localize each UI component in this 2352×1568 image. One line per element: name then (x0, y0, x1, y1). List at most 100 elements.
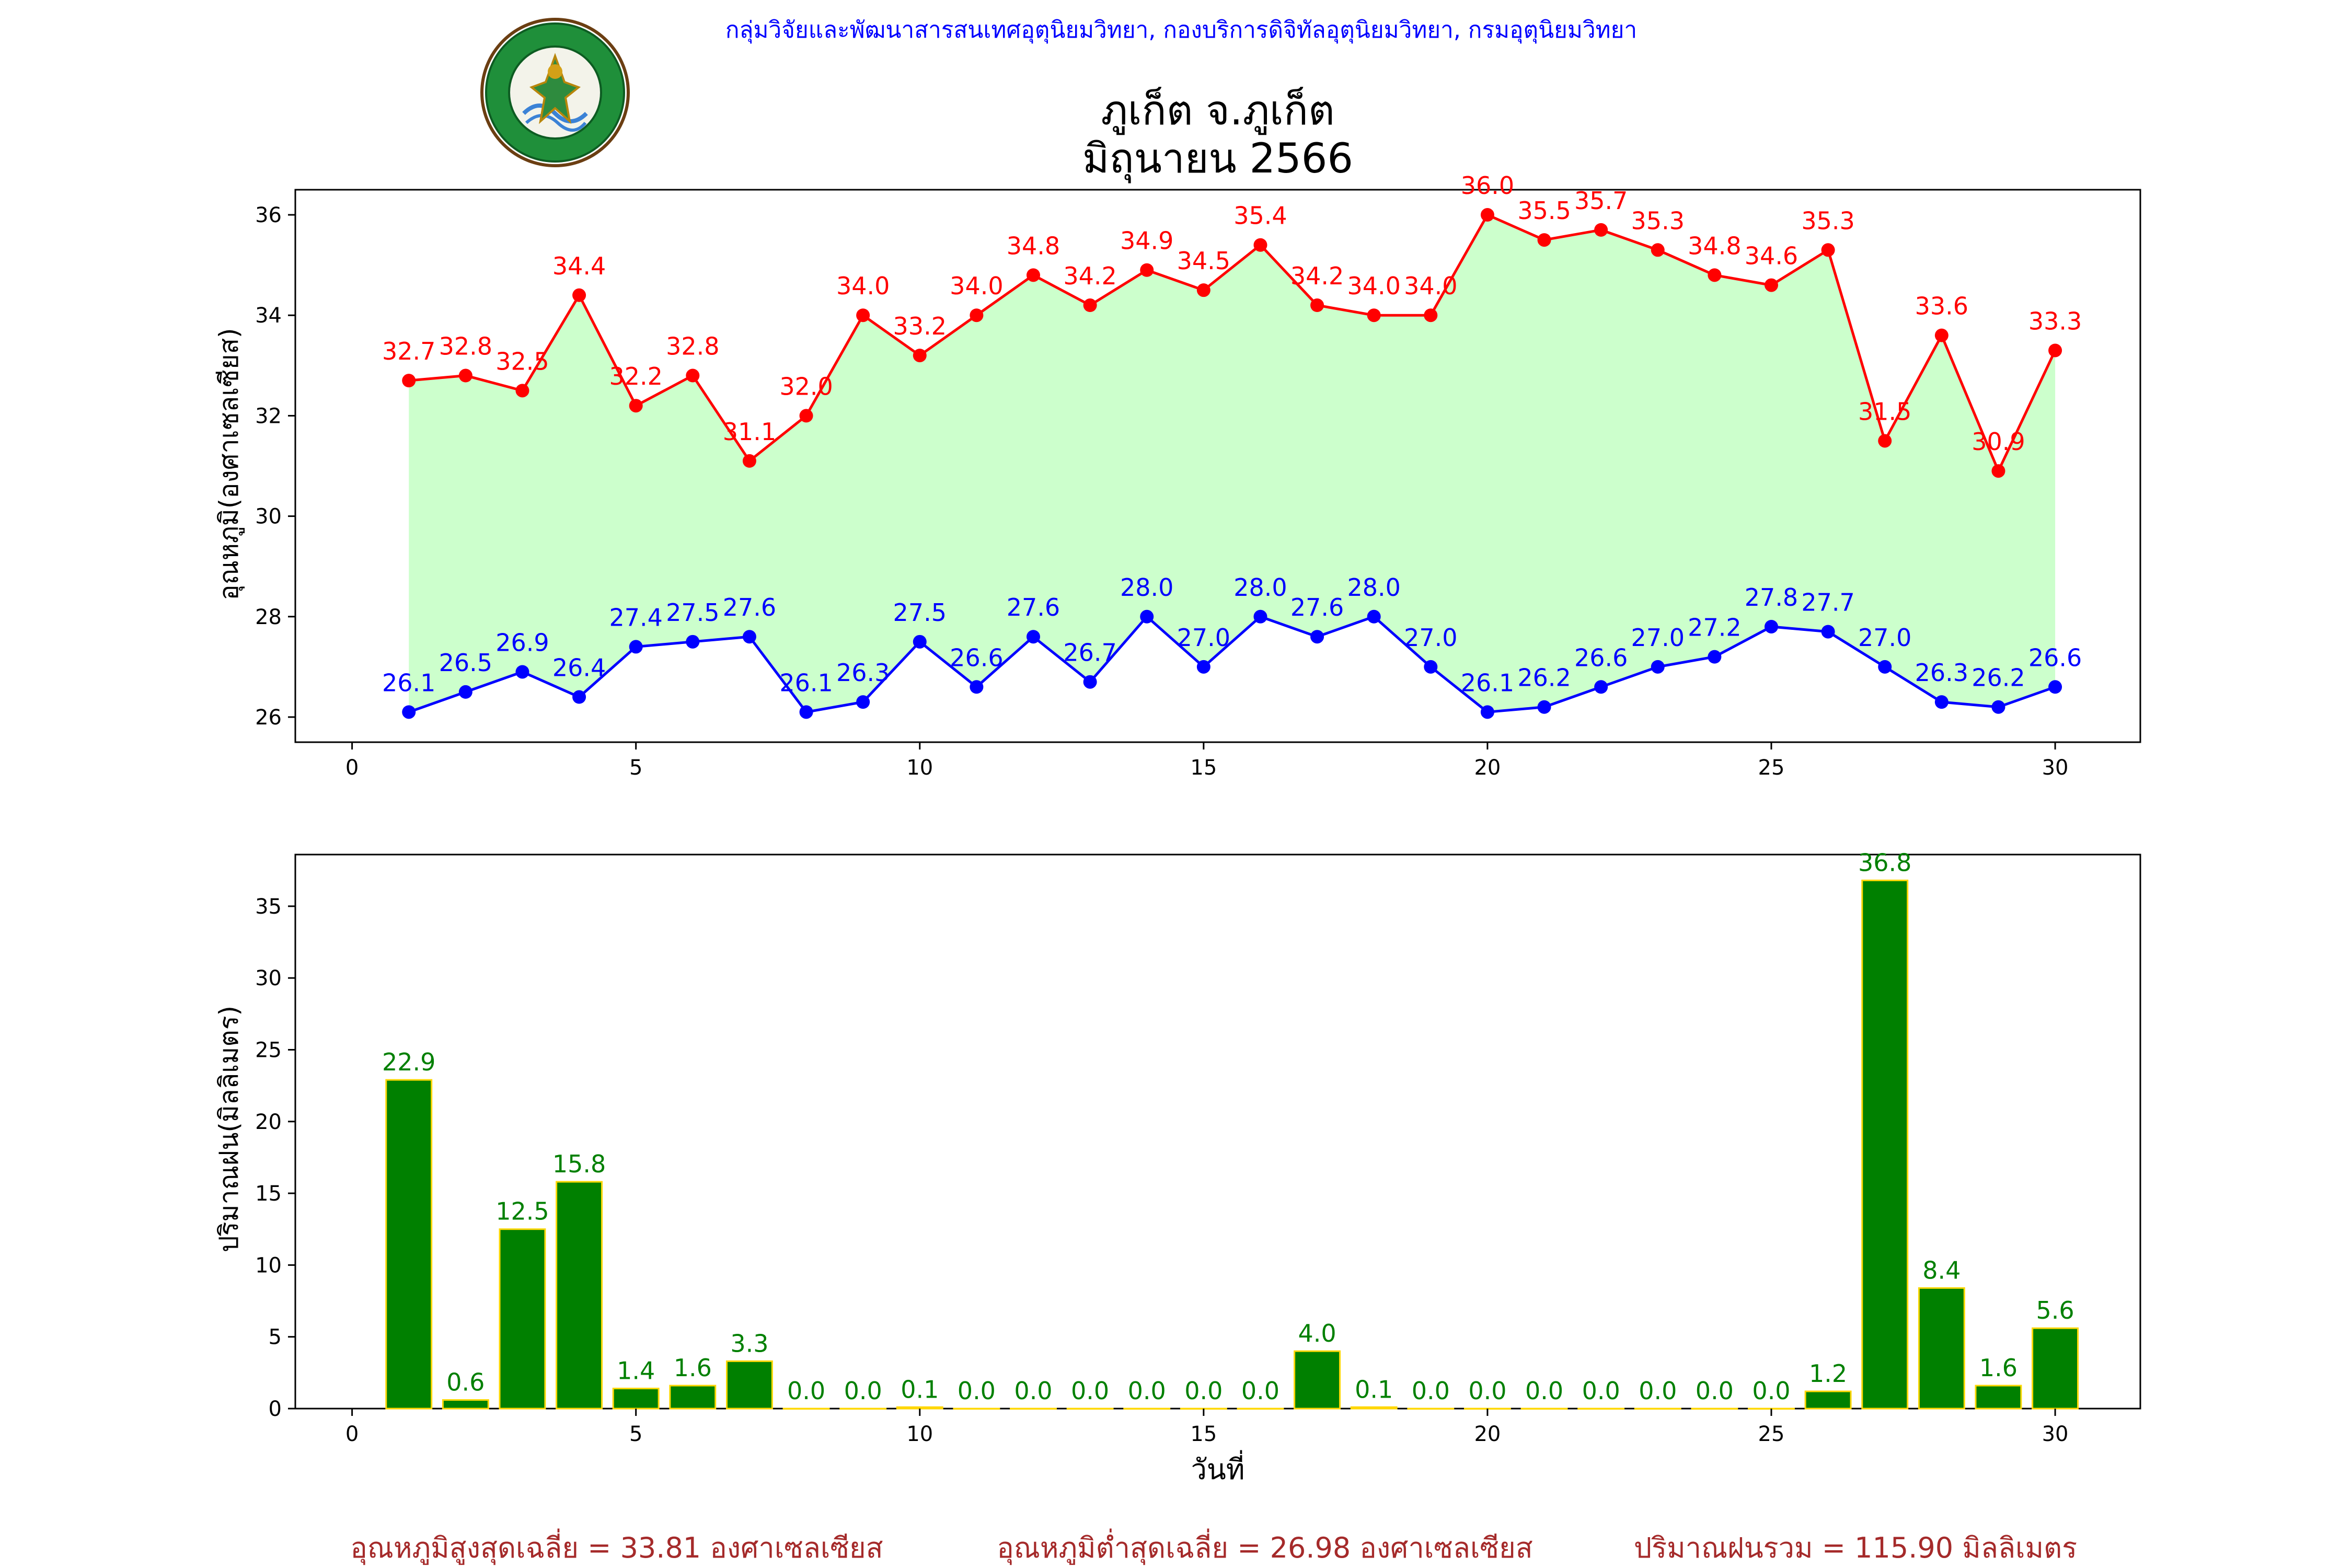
temp-max-point (1140, 263, 1154, 277)
temp-min-point (1651, 660, 1665, 674)
temp-max-point (1083, 298, 1097, 313)
rain-data-label: 15.8 (552, 1150, 606, 1178)
temp-min-point (1991, 700, 2005, 714)
rain-data-label: 0.0 (1241, 1377, 1279, 1405)
temp-y-tick-label: 30 (255, 505, 282, 529)
temp-min-data-label: 27.0 (1177, 624, 1230, 652)
rain-bar (612, 1388, 660, 1410)
temp-min-line (408, 615, 2056, 714)
temp-min-point (1140, 609, 1154, 624)
temp-max-point (1310, 298, 1324, 313)
temp-min-data-label: 26.9 (495, 628, 549, 656)
rain-data-label: 0.0 (1696, 1377, 1734, 1405)
rain-data-label: 0.0 (1014, 1377, 1052, 1405)
rain-x-tick-label: 5 (629, 1422, 642, 1446)
rain-y-tick-label: 10 (255, 1253, 282, 1277)
rain-bar (1350, 1406, 1398, 1410)
temp-min-point (1480, 705, 1494, 719)
rain-y-tick-label: 20 (255, 1110, 282, 1134)
temp-min-data-label: 28.0 (1347, 573, 1400, 602)
temp-max-data-label: 32.8 (439, 332, 492, 361)
chart-title-station: ภูเก็ต จ.ภูเก็ต (1101, 87, 1334, 135)
temp-min-data-label: 27.7 (1801, 589, 1854, 617)
chart-title-month: มิถุนายน 2566 (1082, 135, 1353, 183)
temp-max-point (1367, 308, 1381, 322)
temp-min-data-label: 26.6 (1574, 643, 1628, 672)
temp-min-data-label: 27.5 (666, 598, 719, 627)
temp-max-point (742, 454, 756, 468)
rain-x-tick-label: 15 (1190, 1422, 1217, 1446)
temp-plot-frame (294, 189, 2141, 743)
temp-max-data-label: 34.6 (1745, 242, 1798, 270)
temp-max-point (1765, 278, 1778, 292)
temp-y-axis-label: อุณหภูมิ(องศาเซลเซียส) (214, 328, 245, 600)
temp-min-point (1196, 660, 1210, 674)
rain-data-label: 0.0 (1412, 1377, 1450, 1405)
temp-max-data-label: 33.2 (893, 312, 947, 340)
rain-data-label: 3.3 (730, 1329, 768, 1357)
temp-max-data-label: 34.0 (836, 272, 890, 300)
rain-data-label: 0.0 (958, 1377, 996, 1405)
temp-min-point (742, 630, 756, 644)
temp-min-data-label: 27.4 (609, 603, 662, 631)
temp-max-point (2048, 343, 2062, 358)
temp-max-point (629, 399, 643, 413)
temp-max-point (1651, 243, 1665, 257)
temp-y-tick-label: 34 (255, 304, 282, 328)
temp-min-data-label: 27.6 (1290, 593, 1344, 621)
temp-max-data-label: 34.2 (1063, 262, 1116, 290)
rain-y-tick-label: 15 (255, 1182, 282, 1206)
temp-max-point (799, 409, 813, 423)
temp-max-point (1424, 308, 1438, 322)
rain-data-label: 0.0 (787, 1377, 825, 1405)
rain-y-axis-label: ปริมาณฝน(มิลลิเมตร) (214, 1006, 244, 1252)
rain-data-label: 0.0 (1582, 1377, 1620, 1405)
temp-y-tick-label: 28 (255, 605, 282, 629)
temp-max-data-label: 32.8 (666, 332, 719, 361)
temp-x-tick-label: 30 (2042, 756, 2069, 780)
rain-data-label: 0.0 (1639, 1377, 1677, 1405)
temp-max-data-label: 32.0 (779, 372, 833, 400)
temp-min-data-label: 26.4 (552, 654, 606, 682)
temp-min-data-label: 26.1 (1461, 668, 1514, 697)
temp-min-point (458, 685, 472, 699)
rain-data-label: 0.0 (1128, 1377, 1166, 1405)
temp-min-point (1537, 700, 1551, 714)
temp-min-point (1765, 619, 1778, 633)
temp-min-data-label: 26.5 (439, 649, 492, 677)
temp-min-point (1934, 695, 1949, 709)
temp-max-data-label: 34.5 (1177, 247, 1230, 275)
rain-bar (669, 1385, 717, 1410)
rain-x-tick-label: 10 (906, 1422, 933, 1446)
temp-max-data-label: 32.7 (382, 337, 435, 365)
temp-max-point (856, 308, 870, 322)
temp-min-data-label: 26.2 (1971, 664, 2025, 692)
temp-max-data-label: 35.7 (1574, 187, 1628, 215)
temp-max-point (686, 368, 700, 383)
temp-max-data-label: 31.5 (1858, 397, 1911, 425)
temp-x-tick-label: 5 (629, 756, 642, 780)
rain-bar (499, 1228, 546, 1410)
temp-max-data-label: 34.8 (1007, 232, 1060, 260)
temp-min-data-label: 27.0 (1631, 624, 1685, 652)
rain-data-label: 0.0 (1071, 1377, 1109, 1405)
temp-min-data-label: 27.6 (723, 593, 776, 621)
temp-y-tick-label: 36 (255, 203, 282, 227)
temp-max-data-label: 31.1 (723, 418, 776, 446)
rain-data-label: 0.1 (901, 1375, 939, 1403)
rain-bar (1861, 879, 1909, 1410)
temp-min-point (1253, 609, 1267, 624)
rain-data-label: 12.5 (495, 1197, 549, 1226)
rain-data-label: 5.6 (2036, 1296, 2074, 1324)
temp-min-data-label: 27.8 (1745, 583, 1798, 612)
temp-max-point (1708, 268, 1722, 282)
temp-max-data-label: 35.3 (1631, 206, 1685, 235)
temp-min-point (1310, 630, 1324, 644)
temp-max-data-label: 34.2 (1290, 262, 1344, 290)
rain-bar (725, 1360, 773, 1410)
rain-bar (2032, 1327, 2079, 1410)
temp-min-data-label: 26.3 (836, 659, 890, 687)
temp-max-point (458, 368, 472, 383)
temp-x-tick-label: 10 (906, 756, 933, 780)
